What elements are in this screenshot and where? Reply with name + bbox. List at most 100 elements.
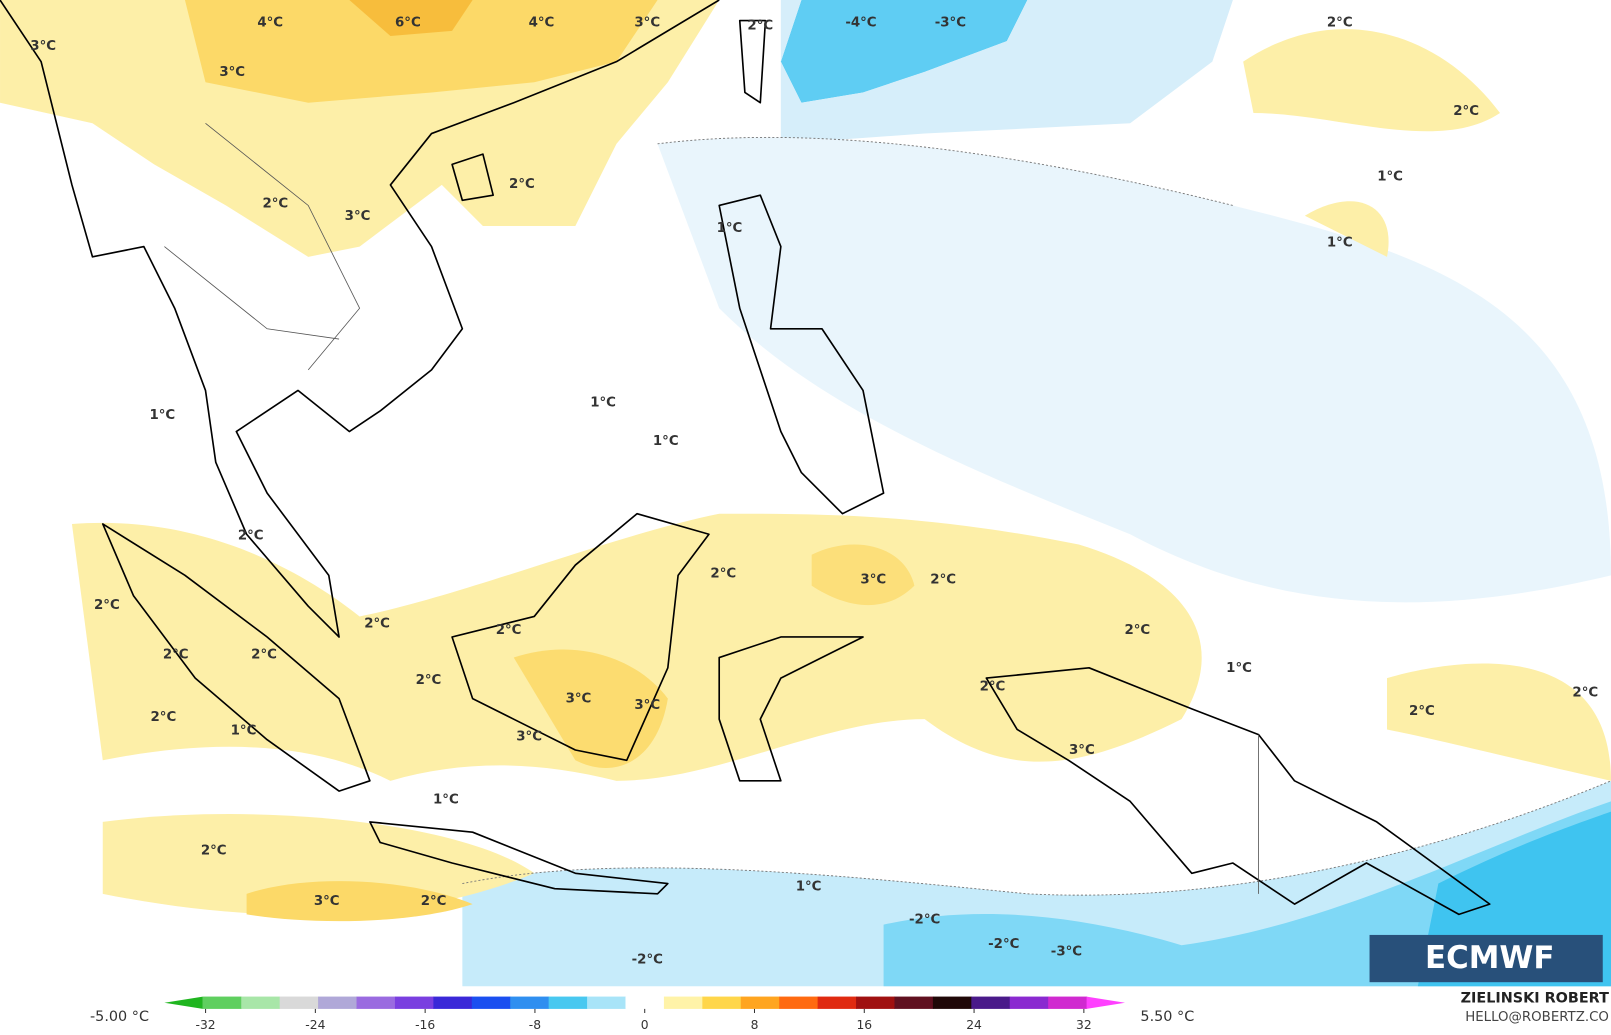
contour-label: 6°C xyxy=(395,16,421,31)
colorbar-segment xyxy=(856,996,895,1009)
contour-label: 2°C xyxy=(710,566,736,581)
colorbar-min-label: -5.00 °C xyxy=(90,1009,149,1025)
logo-text: ECMWF xyxy=(1425,940,1554,976)
contour-label: 2°C xyxy=(747,19,773,34)
colorbar-segment xyxy=(202,996,242,1009)
contour-label: -3°C xyxy=(935,16,966,31)
border xyxy=(164,122,361,371)
coastline xyxy=(101,523,371,792)
warm-area xyxy=(71,513,1202,781)
contour-label: 1°C xyxy=(433,792,459,807)
credit-email: HELLO@ROBERTZ.CO xyxy=(1465,1010,1609,1025)
colorbar-segment xyxy=(356,996,396,1009)
contour-label: 2°C xyxy=(980,679,1006,694)
contour-label: 2°C xyxy=(1409,704,1435,719)
colorbar-segment xyxy=(510,996,550,1009)
contour-label: 2°C xyxy=(251,647,277,662)
colorbar-segment xyxy=(433,996,473,1009)
colorbar-tick-label: 0 xyxy=(641,1018,649,1032)
contour-label: 3°C xyxy=(860,572,886,587)
colorbar-segment xyxy=(817,996,857,1009)
warm-area xyxy=(184,0,658,103)
contour-label: -2°C xyxy=(632,953,663,968)
contour-label: 1°C xyxy=(796,880,822,895)
contour-label: 1°C xyxy=(717,221,743,236)
colorbar-tick-label: 24 xyxy=(966,1018,982,1032)
contour-label: 1°C xyxy=(590,396,616,411)
contour-label: 2°C xyxy=(1124,623,1150,638)
colorbar-segment xyxy=(663,996,703,1009)
colorbar-segment xyxy=(1086,996,1126,1009)
credit-author: ZIELINSKI ROBERT xyxy=(1461,991,1609,1007)
contour-label: -2°C xyxy=(988,937,1019,952)
colorbar-segment xyxy=(548,996,588,1009)
cool-area xyxy=(780,0,1233,144)
colorbar-tick-label: 16 xyxy=(856,1018,872,1032)
contour-label: 2°C xyxy=(421,894,447,909)
colorbar-segment xyxy=(971,996,1011,1009)
warm-area xyxy=(349,0,473,36)
contour-label: 2°C xyxy=(416,673,442,688)
contour-label: 2°C xyxy=(151,710,177,725)
cold-area xyxy=(780,0,1028,103)
contour-label: 1°C xyxy=(653,434,679,449)
contour-label: 2°C xyxy=(163,647,189,662)
contour-label: 2°C xyxy=(1327,16,1353,31)
colorbar-segment xyxy=(702,996,742,1009)
contour-label: -2°C xyxy=(909,913,940,928)
contour-label: 2°C xyxy=(94,598,120,613)
contour-label: 2°C xyxy=(1572,685,1598,700)
warm-area xyxy=(102,814,535,915)
contour-label: 1°C xyxy=(1377,170,1403,185)
colorbar-segment xyxy=(241,996,281,1009)
colorbar-tick-label: 8 xyxy=(751,1018,759,1032)
colorbar-tick-label: -8 xyxy=(529,1018,541,1032)
contour-label: 1°C xyxy=(1226,661,1252,676)
contour-label: 2°C xyxy=(930,572,956,587)
contour-label: 1°C xyxy=(1327,235,1353,250)
colorbar-segment xyxy=(1048,996,1088,1009)
contour-label: 3°C xyxy=(345,209,371,224)
coastline xyxy=(718,194,885,515)
contour-label: 2°C xyxy=(238,528,264,543)
contour-label: 2°C xyxy=(364,617,390,632)
colorbar-segment xyxy=(779,996,819,1009)
colorbar: -32 -24 -16 -8 0 8 16 24 32 xyxy=(164,996,1126,1032)
coastline xyxy=(0,0,720,638)
warm-area xyxy=(1304,201,1389,257)
colorbar-segment xyxy=(164,996,203,1009)
warm-area xyxy=(811,544,915,606)
contour-label: 2°C xyxy=(496,623,522,638)
coastline xyxy=(985,666,1491,916)
contour-label: 4°C xyxy=(529,16,555,31)
warm-area xyxy=(246,881,473,922)
contour-label: 3°C xyxy=(516,730,542,745)
logo-box xyxy=(1369,934,1603,983)
colorbar-max-label: 5.50 °C xyxy=(1140,1009,1194,1025)
coastline xyxy=(718,636,864,782)
contour-label: 3°C xyxy=(566,692,592,707)
colorbar-tick-label: -32 xyxy=(196,1018,216,1032)
colorbar-segment xyxy=(471,996,511,1009)
contour xyxy=(657,136,1234,206)
warm-area xyxy=(513,649,668,768)
contour-label: 2°C xyxy=(1453,104,1479,119)
contour-label: 3°C xyxy=(634,16,660,31)
warm-area xyxy=(1387,663,1611,781)
contour-label: 3°C xyxy=(314,894,340,909)
colorbar-segment xyxy=(932,996,972,1009)
contour-labels: 4°C 6°C 4°C 3°C 2°C -4°C -3°C 2°C 3°C 3°C 2°C 1°C 2°… xyxy=(30,16,1598,968)
contour-label: 4°C xyxy=(257,16,283,31)
warm-area xyxy=(1243,29,1501,132)
contour-label: 2°C xyxy=(262,196,288,211)
contour-label: 3°C xyxy=(634,698,660,713)
map-area xyxy=(0,0,1611,987)
colorbar-segment xyxy=(318,996,358,1009)
colorbar-segment xyxy=(1009,996,1049,1009)
colorbar-segment xyxy=(894,996,934,1009)
colorbar-segment xyxy=(587,996,627,1009)
contour-label: 3°C xyxy=(30,39,56,54)
colorbar-tick-label: -24 xyxy=(305,1018,325,1032)
colorbar-segment xyxy=(740,996,780,1009)
